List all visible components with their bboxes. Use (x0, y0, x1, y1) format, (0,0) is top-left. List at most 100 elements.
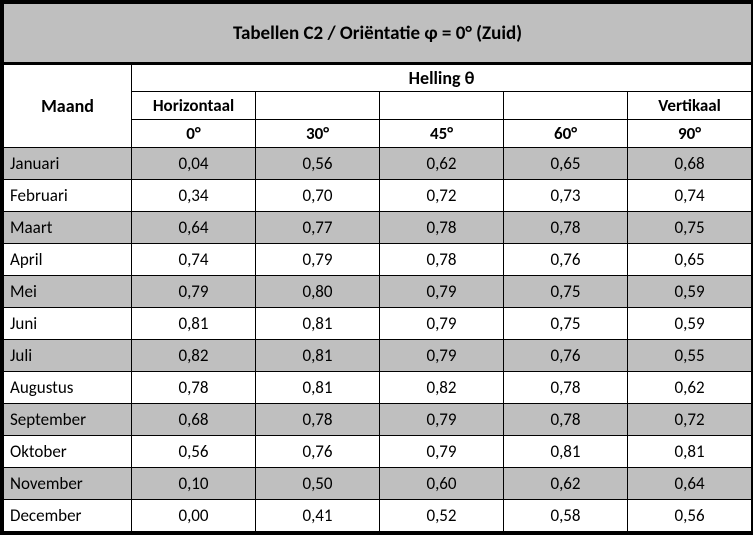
value-cell: 0,78 (380, 244, 504, 276)
value-cell: 0,73 (504, 180, 628, 212)
value-cell: 0,72 (628, 404, 752, 436)
value-cell: 0,76 (256, 436, 380, 468)
value-cell: 0,59 (628, 276, 752, 308)
value-cell: 0,00 (132, 500, 256, 532)
month-cell: September (4, 404, 132, 436)
table-container: Tabellen C2 / Oriëntatie φ = 0° (Zuid) M… (0, 0, 753, 535)
col-sub-3 (504, 92, 628, 120)
value-cell: 0,65 (504, 148, 628, 180)
value-cell: 0,68 (132, 404, 256, 436)
col-sub-1 (256, 92, 380, 120)
value-cell: 0,82 (380, 372, 504, 404)
month-cell: Februari (4, 180, 132, 212)
value-cell: 0,59 (628, 308, 752, 340)
table-row: December0,000,410,520,580,56 (4, 500, 752, 532)
table-row: Juli0,820,810,790,760,55 (4, 340, 752, 372)
value-cell: 0,81 (628, 436, 752, 468)
table-row: Januari0,040,560,620,650,68 (4, 148, 752, 180)
value-cell: 0,04 (132, 148, 256, 180)
value-cell: 0,58 (504, 500, 628, 532)
value-cell: 0,41 (256, 500, 380, 532)
value-cell: 0,80 (256, 276, 380, 308)
value-cell: 0,78 (504, 372, 628, 404)
value-cell: 0,65 (628, 244, 752, 276)
table-row: Oktober0,560,760,790,810,81 (4, 436, 752, 468)
month-header: Maand (4, 64, 132, 148)
value-cell: 0,76 (504, 340, 628, 372)
month-cell: Juli (4, 340, 132, 372)
value-cell: 0,55 (628, 340, 752, 372)
value-cell: 0,56 (628, 500, 752, 532)
value-cell: 0,10 (132, 468, 256, 500)
value-cell: 0,78 (380, 212, 504, 244)
value-cell: 0,78 (504, 212, 628, 244)
value-cell: 0,62 (380, 148, 504, 180)
value-cell: 0,78 (504, 404, 628, 436)
orientation-table: Tabellen C2 / Oriëntatie φ = 0° (Zuid) M… (3, 3, 752, 532)
month-cell: December (4, 500, 132, 532)
value-cell: 0,74 (628, 180, 752, 212)
value-cell: 0,81 (504, 436, 628, 468)
value-cell: 0,56 (256, 148, 380, 180)
col-angle-3: 60° (504, 120, 628, 148)
value-cell: 0,75 (504, 276, 628, 308)
table-row: September0,680,780,790,780,72 (4, 404, 752, 436)
value-cell: 0,76 (504, 244, 628, 276)
month-cell: Juni (4, 308, 132, 340)
table-row: November0,100,500,600,620,64 (4, 468, 752, 500)
col-sub-4: Vertikaal (628, 92, 752, 120)
value-cell: 0,79 (132, 276, 256, 308)
month-cell: Maart (4, 212, 132, 244)
value-cell: 0,62 (504, 468, 628, 500)
month-cell: April (4, 244, 132, 276)
table-row: Maart0,640,770,780,780,75 (4, 212, 752, 244)
value-cell: 0,50 (256, 468, 380, 500)
value-cell: 0,82 (132, 340, 256, 372)
col-angle-1: 30° (256, 120, 380, 148)
value-cell: 0,74 (132, 244, 256, 276)
value-cell: 0,60 (380, 468, 504, 500)
table-row: April0,740,790,780,760,65 (4, 244, 752, 276)
value-cell: 0,81 (132, 308, 256, 340)
value-cell: 0,70 (256, 180, 380, 212)
month-cell: Oktober (4, 436, 132, 468)
value-cell: 0,62 (628, 372, 752, 404)
table-row: Februari0,340,700,720,730,74 (4, 180, 752, 212)
col-sub-0: Horizontaal (132, 92, 256, 120)
month-cell: Mei (4, 276, 132, 308)
value-cell: 0,72 (380, 180, 504, 212)
value-cell: 0,79 (380, 308, 504, 340)
value-cell: 0,68 (628, 148, 752, 180)
value-cell: 0,64 (628, 468, 752, 500)
value-cell: 0,78 (132, 372, 256, 404)
value-cell: 0,34 (132, 180, 256, 212)
value-cell: 0,79 (380, 340, 504, 372)
table-row: Augustus0,780,810,820,780,62 (4, 372, 752, 404)
value-cell: 0,52 (380, 500, 504, 532)
value-cell: 0,56 (132, 436, 256, 468)
table-row: Juni0,810,810,790,750,59 (4, 308, 752, 340)
col-angle-0: 0° (132, 120, 256, 148)
value-cell: 0,78 (256, 404, 380, 436)
col-angle-4: 90° (628, 120, 752, 148)
helling-header: Helling θ (132, 64, 752, 92)
month-cell: Augustus (4, 372, 132, 404)
value-cell: 0,79 (380, 436, 504, 468)
table-title: Tabellen C2 / Oriëntatie φ = 0° (Zuid) (4, 4, 752, 64)
value-cell: 0,81 (256, 340, 380, 372)
value-cell: 0,81 (256, 308, 380, 340)
col-angle-2: 45° (380, 120, 504, 148)
value-cell: 0,79 (380, 404, 504, 436)
value-cell: 0,77 (256, 212, 380, 244)
table-body: Januari0,040,560,620,650,68Februari0,340… (4, 148, 752, 532)
value-cell: 0,75 (628, 212, 752, 244)
col-sub-2 (380, 92, 504, 120)
table-row: Mei0,790,800,790,750,59 (4, 276, 752, 308)
month-cell: Januari (4, 148, 132, 180)
value-cell: 0,79 (380, 276, 504, 308)
value-cell: 0,75 (504, 308, 628, 340)
value-cell: 0,64 (132, 212, 256, 244)
value-cell: 0,79 (256, 244, 380, 276)
month-cell: November (4, 468, 132, 500)
value-cell: 0,81 (256, 372, 380, 404)
